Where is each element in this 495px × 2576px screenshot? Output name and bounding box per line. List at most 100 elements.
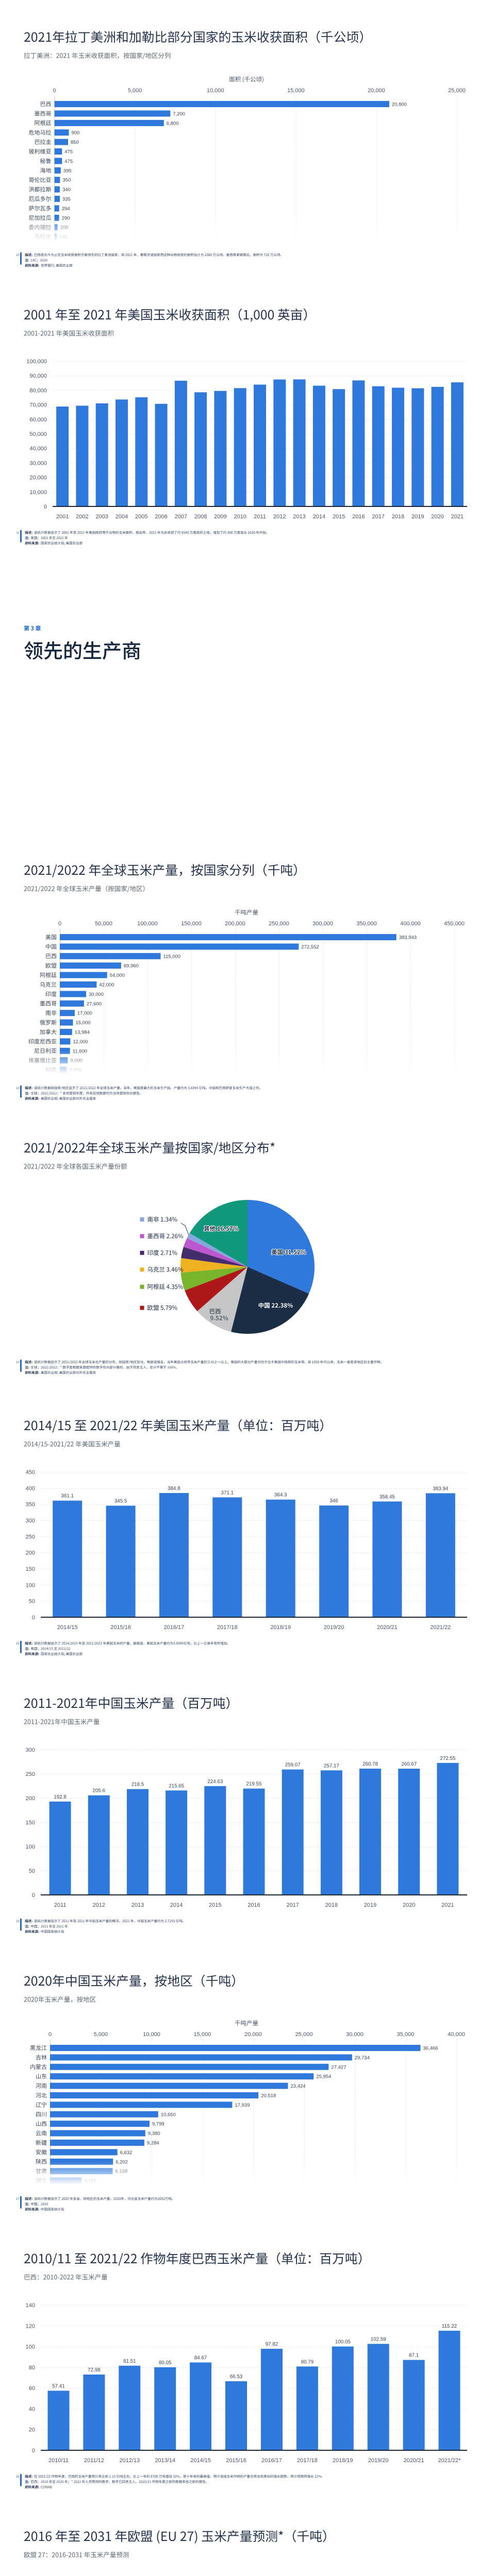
svg-text:27,427: 27,427 bbox=[331, 2064, 346, 2070]
svg-text:84.67: 84.67 bbox=[194, 2355, 207, 2361]
svg-text:60: 60 bbox=[29, 2385, 35, 2392]
svg-text:300,000: 300,000 bbox=[312, 921, 333, 927]
svg-text:2016/17: 2016/17 bbox=[261, 2458, 282, 2464]
svg-text:12,000: 12,000 bbox=[73, 1039, 88, 1045]
svg-text:29,734: 29,734 bbox=[355, 2055, 370, 2061]
svg-text:9,799: 9,799 bbox=[152, 2122, 164, 2127]
svg-text:13,984: 13,984 bbox=[75, 1030, 90, 1036]
svg-text:15,000: 15,000 bbox=[194, 2031, 211, 2038]
svg-text:150: 150 bbox=[26, 1820, 35, 1826]
svg-text:0: 0 bbox=[44, 504, 47, 510]
svg-text:0: 0 bbox=[48, 2031, 52, 2038]
svg-text:2013/14: 2013/14 bbox=[155, 2458, 175, 2464]
svg-text:2020: 2020 bbox=[403, 1902, 415, 1908]
svg-text:2017/18: 2017/18 bbox=[297, 2458, 318, 2464]
svg-text:5,000: 5,000 bbox=[128, 88, 142, 94]
svg-text:200,000: 200,000 bbox=[225, 921, 245, 927]
svg-text:0: 0 bbox=[58, 921, 61, 927]
svg-text:2014: 2014 bbox=[170, 1902, 183, 1908]
svg-text:36,466: 36,466 bbox=[423, 2046, 438, 2052]
svg-text:50,000: 50,000 bbox=[29, 431, 47, 437]
svg-text:7,200: 7,200 bbox=[173, 111, 185, 117]
svg-text:25,000: 25,000 bbox=[448, 88, 466, 94]
svg-text:23,424: 23,424 bbox=[291, 2083, 306, 2089]
svg-text:54,000: 54,000 bbox=[110, 973, 125, 978]
svg-text:2018/19: 2018/19 bbox=[333, 2458, 353, 2464]
svg-text:30,000: 30,000 bbox=[89, 992, 104, 997]
svg-text:10,650: 10,650 bbox=[161, 2112, 176, 2117]
svg-text:450: 450 bbox=[26, 1469, 35, 1476]
svg-text:100: 100 bbox=[26, 1582, 35, 1588]
svg-text:20,518: 20,518 bbox=[261, 2093, 276, 2099]
svg-text:0: 0 bbox=[32, 2448, 35, 2454]
svg-text:350: 350 bbox=[62, 178, 71, 183]
svg-text:80,000: 80,000 bbox=[29, 387, 47, 394]
svg-text:350: 350 bbox=[26, 1502, 35, 1508]
svg-text:475: 475 bbox=[64, 159, 73, 164]
svg-text:5,000: 5,000 bbox=[94, 2031, 108, 2038]
svg-text:2019/20: 2019/20 bbox=[324, 1624, 344, 1631]
svg-text:66.53: 66.53 bbox=[230, 2374, 243, 2380]
svg-text:2013: 2013 bbox=[293, 514, 305, 520]
svg-text:260.78: 260.78 bbox=[362, 1761, 378, 1767]
svg-text:72.98: 72.98 bbox=[88, 2367, 101, 2373]
svg-text:272.55: 272.55 bbox=[440, 1756, 456, 1761]
svg-text:80.79: 80.79 bbox=[301, 2359, 314, 2365]
svg-text:80: 80 bbox=[29, 2365, 35, 2371]
svg-text:10: 10 bbox=[16, 254, 20, 257]
svg-text:2014/15: 2014/15 bbox=[57, 1624, 78, 1631]
svg-text:2017: 2017 bbox=[372, 514, 384, 520]
svg-text:40,000: 40,000 bbox=[29, 446, 47, 452]
svg-text:259.07: 259.07 bbox=[285, 1762, 301, 1768]
svg-text:850: 850 bbox=[71, 140, 79, 145]
svg-text:35,000: 35,000 bbox=[397, 2031, 415, 2038]
svg-text:2017/18: 2017/18 bbox=[217, 1624, 238, 1631]
svg-text:100.05: 100.05 bbox=[335, 2340, 351, 2345]
svg-text:50,000: 50,000 bbox=[95, 921, 112, 927]
svg-text:2013: 2013 bbox=[131, 1902, 144, 1908]
svg-text:250: 250 bbox=[26, 1534, 35, 1540]
svg-text:69,960: 69,960 bbox=[124, 963, 139, 969]
svg-text:102.59: 102.59 bbox=[371, 2336, 386, 2342]
svg-text:371.1: 371.1 bbox=[221, 1490, 234, 1496]
svg-text:120: 120 bbox=[26, 2323, 35, 2329]
svg-text:2019: 2019 bbox=[364, 1902, 376, 1908]
svg-text:2015: 2015 bbox=[333, 514, 345, 520]
svg-text:20,000: 20,000 bbox=[368, 88, 385, 94]
svg-text:400: 400 bbox=[26, 1485, 35, 1492]
svg-text:2021: 2021 bbox=[441, 1902, 454, 1908]
svg-text:2014: 2014 bbox=[313, 514, 325, 520]
svg-text:50: 50 bbox=[29, 1868, 35, 1874]
svg-text:2003: 2003 bbox=[95, 514, 108, 520]
svg-text:150: 150 bbox=[26, 1566, 35, 1572]
svg-text:200: 200 bbox=[26, 1550, 35, 1556]
svg-text:2001: 2001 bbox=[56, 514, 69, 520]
svg-text:15: 15 bbox=[16, 1642, 20, 1646]
svg-text:25,000: 25,000 bbox=[295, 2031, 313, 2038]
svg-text:2015/16: 2015/16 bbox=[110, 1624, 131, 1631]
svg-text:2015: 2015 bbox=[209, 1902, 221, 1908]
svg-text:250,000: 250,000 bbox=[269, 921, 289, 927]
svg-text:2011/12: 2011/12 bbox=[84, 2458, 104, 2464]
svg-text:50: 50 bbox=[29, 1599, 35, 1605]
svg-text:2004: 2004 bbox=[116, 514, 128, 520]
svg-text:200: 200 bbox=[26, 1795, 35, 1802]
svg-text:17,939: 17,939 bbox=[235, 2103, 250, 2108]
svg-text:335: 335 bbox=[62, 197, 71, 202]
svg-text:40,000: 40,000 bbox=[448, 2031, 465, 2038]
svg-text:2015/16: 2015/16 bbox=[226, 2458, 246, 2464]
svg-text:10,000: 10,000 bbox=[207, 88, 224, 94]
svg-text:2010/11: 2010/11 bbox=[48, 2458, 69, 2464]
svg-text:475: 475 bbox=[64, 149, 73, 155]
svg-text:2021/22: 2021/22 bbox=[430, 1624, 451, 1631]
svg-text:2021/22*: 2021/22* bbox=[438, 2458, 461, 2464]
svg-text:350,000: 350,000 bbox=[356, 921, 377, 927]
svg-text:9,284: 9,284 bbox=[147, 2141, 159, 2146]
svg-text:215.65: 215.65 bbox=[169, 1783, 185, 1789]
svg-text:219.55: 219.55 bbox=[246, 1782, 262, 1787]
svg-text:40: 40 bbox=[29, 2406, 35, 2412]
svg-text:2012: 2012 bbox=[93, 1902, 105, 1908]
svg-text:30,000: 30,000 bbox=[29, 460, 47, 466]
svg-text:2018: 2018 bbox=[392, 514, 404, 520]
svg-text:2020/21: 2020/21 bbox=[377, 1624, 398, 1631]
